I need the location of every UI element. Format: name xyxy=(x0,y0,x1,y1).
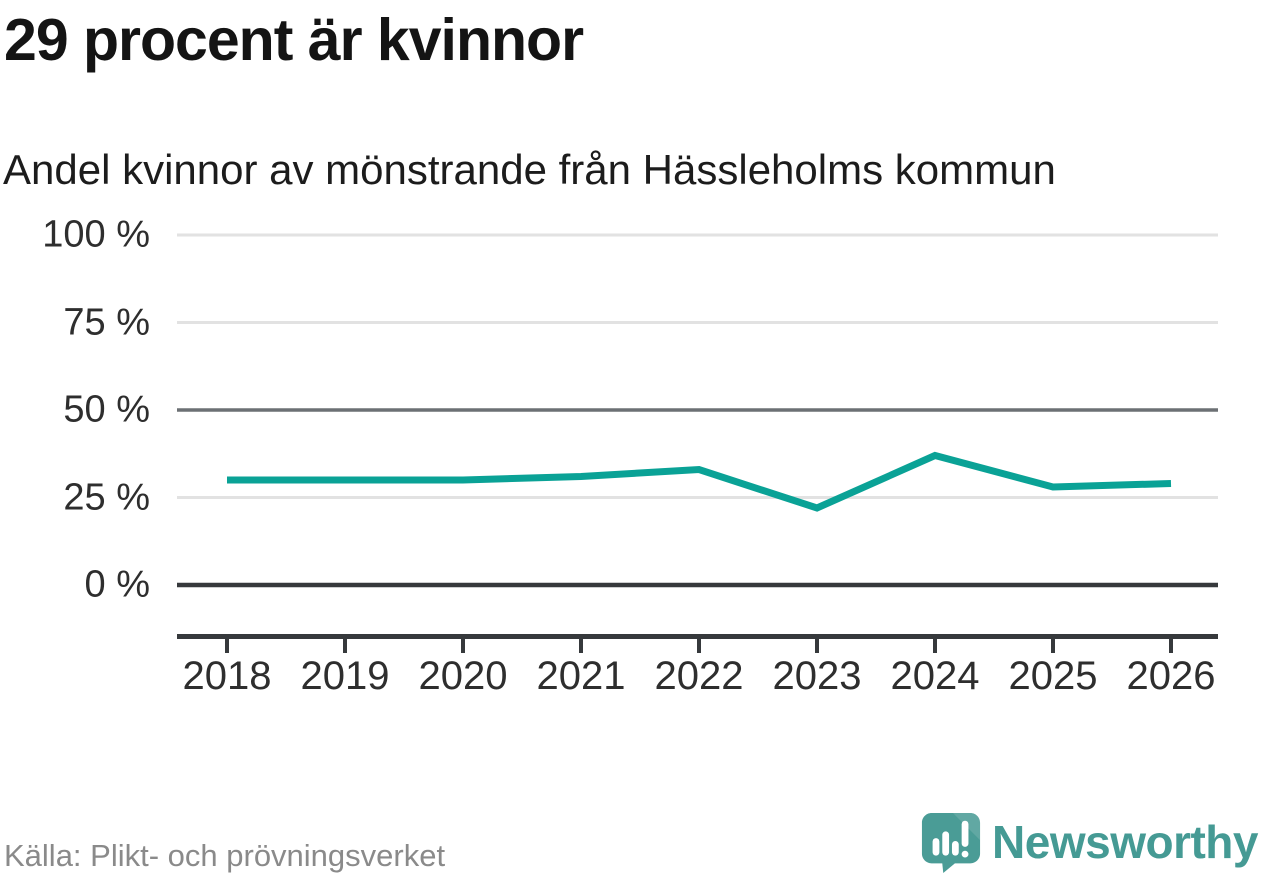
x-axis-label: 2018 xyxy=(182,654,272,698)
y-axis-label: 50 % xyxy=(63,388,150,431)
x-axis-label: 2019 xyxy=(300,654,390,698)
brand-wordmark: Newsworthy xyxy=(992,816,1258,868)
x-axis-label: 2023 xyxy=(772,654,862,698)
chart-subtitle: Andel kvinnor av mönstrande från Hässleh… xyxy=(3,146,1056,193)
x-axis-label: 2025 xyxy=(1008,654,1098,698)
brand-logo: Newsworthy xyxy=(920,810,1258,874)
newsworthy-speech-bubble-bars-icon xyxy=(921,812,981,873)
x-axis-label: 2020 xyxy=(418,654,508,698)
x-axis-label: 2021 xyxy=(536,654,626,698)
chart-title: 29 procent är kvinnor xyxy=(4,7,584,73)
data-line-andel xyxy=(227,451,1172,512)
x-axis-label: 2026 xyxy=(1126,654,1216,698)
source-caption: Källa: Plikt- och prövningsverket xyxy=(4,838,446,873)
y-axis-label: 0 % xyxy=(84,563,150,606)
x-axis-label: 2022 xyxy=(654,654,744,698)
y-axis-label: 25 % xyxy=(63,476,150,518)
x-axis-label: 2024 xyxy=(890,654,980,698)
y-axis-label: 100 % xyxy=(42,213,150,256)
y-axis-label: 75 % xyxy=(63,301,150,343)
